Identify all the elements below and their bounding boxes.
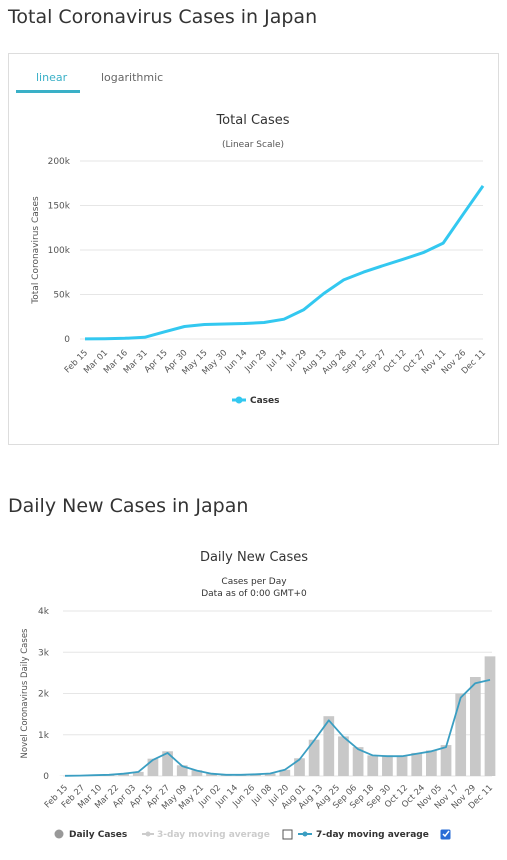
bar-daily-cases [118, 773, 129, 776]
legend-marker-cases [235, 396, 243, 404]
y-tick-label: 4k [38, 607, 50, 617]
chart-title: Daily New Cases [200, 550, 308, 565]
chart-subtitle-2: Data as of 0:00 GMT+0 [201, 589, 307, 599]
chart-title: Total Cases [215, 113, 289, 128]
daily-cases-chart: Daily New Cases Cases per Day Data as of 0… [20, 550, 496, 840]
bar-daily-cases [338, 736, 349, 776]
bar-daily-cases [323, 716, 335, 776]
legend-label-3day: 3-day moving average [157, 830, 270, 840]
bar-daily-cases [279, 769, 291, 776]
bar-daily-cases [352, 747, 364, 776]
bar-daily-cases [440, 745, 452, 776]
y-tick-label: 0 [64, 335, 70, 345]
x-tick-label: Jul 14 [265, 348, 290, 373]
bar-daily-cases [382, 755, 393, 776]
bar-daily-cases [264, 773, 276, 776]
bar-daily-cases [455, 693, 467, 776]
legend: Daily Cases 3-day moving average 7-day mov… [54, 829, 451, 840]
bar-daily-cases [132, 771, 144, 776]
chart-subtitle: (Linear Scale) [222, 140, 284, 150]
x-tick-label: Jun 14 [223, 348, 250, 375]
legend-marker-7day [302, 831, 308, 837]
bar-daily-cases [367, 755, 379, 776]
chart-subtitle: Cases per Day [221, 577, 287, 587]
tab-bar: linear logarithmic [8, 53, 499, 113]
bar-daily-cases [162, 751, 173, 776]
bar-daily-cases [411, 752, 423, 776]
daily-cases-section-title: Daily New Cases in Japan [8, 495, 249, 517]
x-tick-label: Jun 29 [242, 348, 269, 375]
bar-daily-cases [308, 739, 320, 776]
bar-daily-cases [484, 656, 496, 776]
y-tick-label: 2k [38, 690, 50, 700]
legend-marker-daily-cases [54, 829, 64, 839]
legend-marker-3day [145, 831, 151, 837]
bar-daily-cases [294, 758, 305, 776]
tab-linear-underline [16, 90, 80, 93]
checkmark-icon [442, 830, 450, 838]
tab-logarithmic[interactable]: logarithmic [101, 71, 164, 84]
y-tick-label: 50k [53, 291, 70, 301]
y-tick-label: 150k [48, 202, 71, 212]
y-tick-label: 0 [43, 772, 49, 782]
total-cases-chart: Total Cases (Linear Scale) 0 50k 100k 150k 200… [31, 113, 488, 406]
y-tick-label: 3k [38, 648, 50, 658]
bar-daily-cases [426, 750, 437, 776]
y-axis-label: Total Coronavirus Cases [31, 196, 41, 305]
bar-daily-cases [176, 765, 188, 776]
total-cases-panel [8, 53, 499, 445]
bar-daily-cases [396, 756, 408, 776]
y-tick-label: 100k [48, 246, 71, 256]
y-tick-label: 200k [48, 157, 71, 167]
legend-label-daily-cases: Daily Cases [69, 830, 127, 840]
total-cases-section-title: Total Coronavirus Cases in Japan [8, 6, 318, 28]
legend-label-cases: Cases [250, 396, 280, 406]
series-line-cases [84, 185, 485, 341]
y-axis-label: Novel Coronavirus Daily Cases [20, 628, 30, 759]
bar-daily-cases [191, 770, 203, 776]
bar-daily-cases [469, 677, 481, 776]
bar-daily-cases [147, 758, 159, 776]
y-tick-label: 1k [38, 731, 50, 741]
series-line-7day-avg [64, 679, 491, 777]
tab-linear[interactable]: linear [36, 71, 68, 84]
legend: Cases [232, 396, 280, 406]
legend-label-7day: 7-day moving average [316, 830, 429, 840]
bar-daily-cases [206, 773, 217, 776]
checkbox-3day[interactable] [282, 829, 293, 840]
